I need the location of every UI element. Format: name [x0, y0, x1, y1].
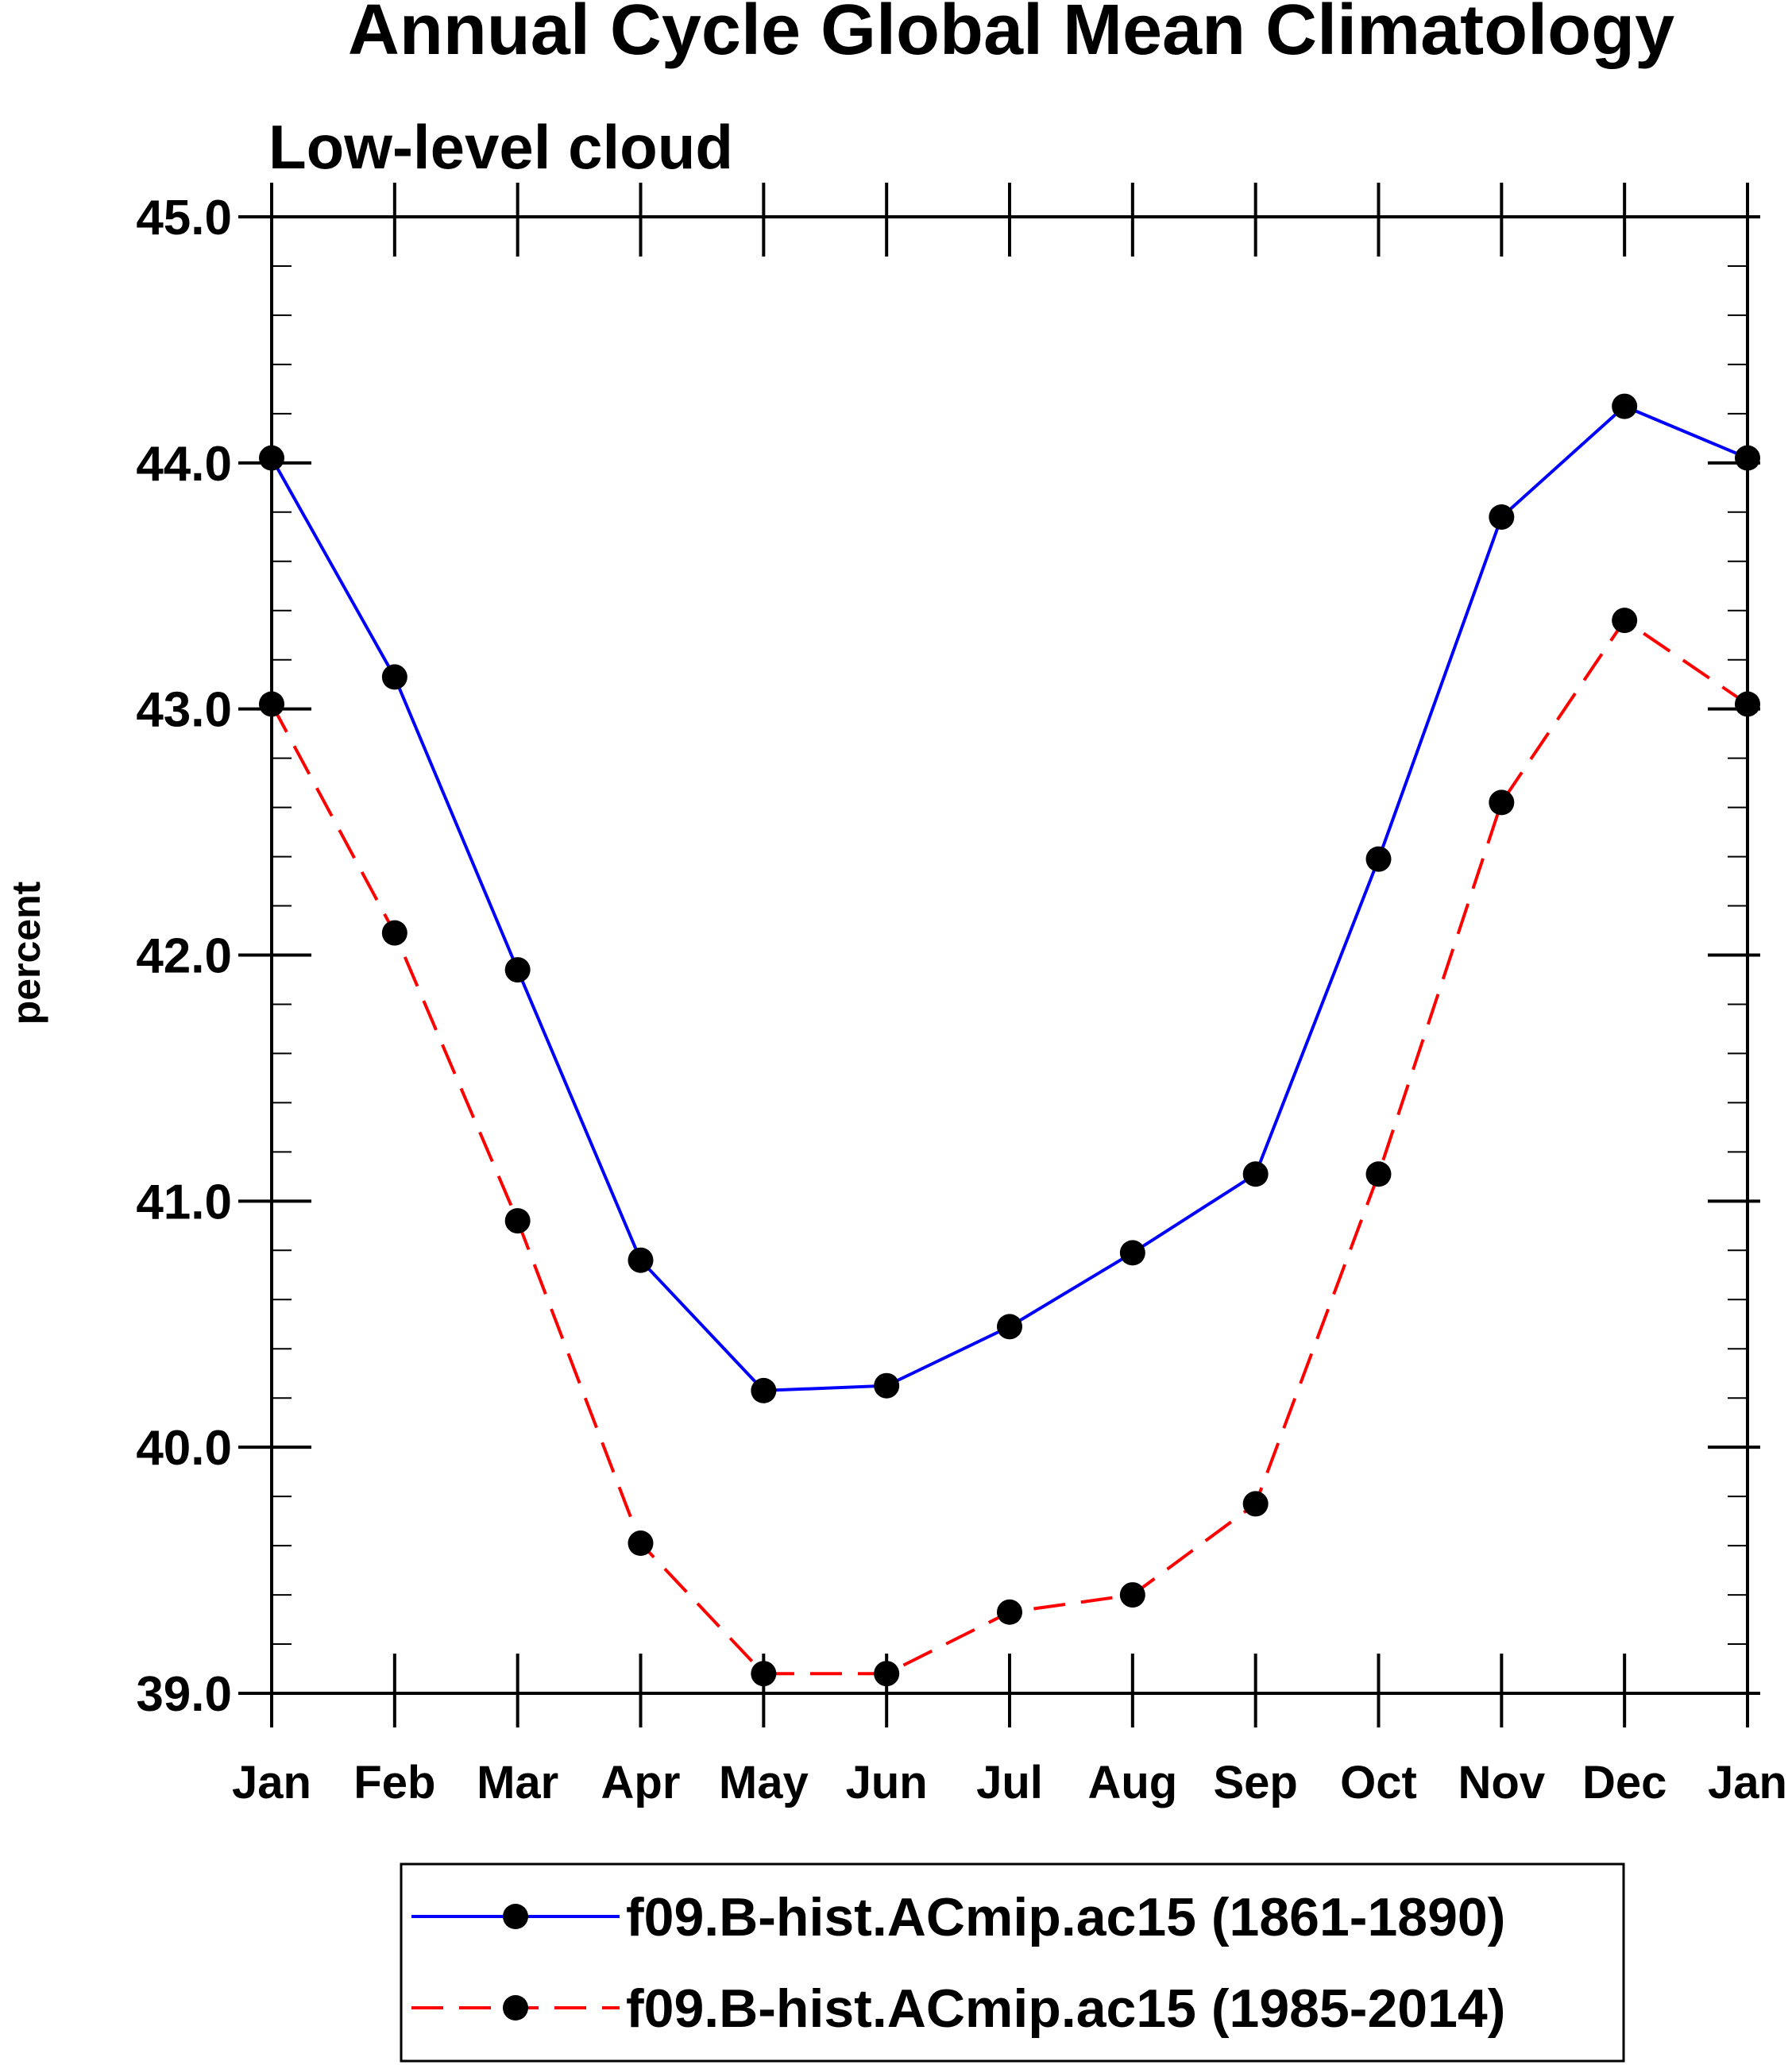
- x-tick-label: Nov: [1458, 1757, 1546, 1808]
- y-tick-label: 45.0: [136, 191, 232, 245]
- data-point-series-2: [997, 1599, 1022, 1625]
- data-point-series-1: [1119, 1240, 1145, 1266]
- data-point-series-1: [1242, 1161, 1269, 1187]
- data-point-series-1: [504, 957, 531, 983]
- x-tick-label: Aug: [1087, 1757, 1177, 1808]
- series-lines: [270, 404, 1749, 1676]
- series-markers: [259, 393, 1760, 1687]
- plot-frame: [270, 215, 1749, 1695]
- x-tick-label: Sep: [1213, 1757, 1297, 1808]
- legend-marker-series-1: [503, 1904, 528, 1929]
- y-tick-label: 44.0: [136, 437, 232, 492]
- y-tick-label: 41.0: [136, 1175, 232, 1229]
- legend-marker-series-2: [503, 1995, 528, 2021]
- data-point-series-2: [1489, 789, 1515, 816]
- y-tick-label: 39.0: [136, 1667, 232, 1722]
- y-tick-labels: 39.0 40.0 41.0 42.0 43.0 44.0 45.0: [136, 191, 232, 1722]
- series-line-2: [270, 618, 1749, 1676]
- series-line-1: [270, 404, 1748, 1392]
- data-point-series-2: [751, 1661, 777, 1687]
- y-tick-label: 43.0: [136, 683, 232, 738]
- x-tick-label: Jul: [976, 1757, 1043, 1808]
- legend: f09.B-hist.ACmip.ac15 (1861-1890) f09.B-…: [400, 1862, 1625, 2063]
- data-point-series-2: [628, 1530, 654, 1557]
- x-tick-labels: Jan Feb Mar Apr May Jun Jul Aug Sep Oct Nov Dec Jan: [232, 1757, 1787, 1808]
- x-tick-label: Oct: [1340, 1757, 1417, 1808]
- major-ticks: [238, 183, 1760, 1727]
- data-point-series-1: [628, 1247, 654, 1273]
- x-tick-label: Feb: [353, 1757, 435, 1808]
- x-tick-label: Jan: [1708, 1757, 1787, 1808]
- legend-box: [400, 1862, 1625, 2063]
- legend-label-series-2: f09.B-hist.ACmip.ac15 (1985-2014): [626, 1978, 1505, 2039]
- data-point-series-1: [1612, 393, 1638, 419]
- data-point-series-2: [1242, 1491, 1269, 1517]
- chart-title: Annual Cycle Global Mean Climatology: [348, 0, 1674, 70]
- y-axis-label: percent: [4, 881, 48, 1025]
- data-point-series-2: [874, 1661, 900, 1687]
- x-tick-label: Jan: [232, 1757, 311, 1808]
- y-tick-label: 40.0: [136, 1421, 232, 1476]
- data-point-series-2: [1119, 1582, 1145, 1608]
- minor-ticks: [272, 216, 1748, 1694]
- x-tick-label: Jun: [846, 1757, 928, 1808]
- x-tick-label: Apr: [601, 1757, 681, 1808]
- data-point-series-2: [1365, 1161, 1392, 1187]
- chart-subtitle: Low-level cloud: [268, 112, 733, 182]
- data-point-series-1: [997, 1314, 1022, 1340]
- data-point-series-1: [751, 1377, 777, 1403]
- legend-label-series-1: f09.B-hist.ACmip.ac15 (1861-1890): [626, 1887, 1505, 1947]
- data-point-series-2: [381, 920, 407, 946]
- data-point-series-2: [504, 1208, 531, 1234]
- data-point-series-2: [1612, 608, 1638, 634]
- x-tick-label: Mar: [477, 1757, 558, 1808]
- y-tick-label: 42.0: [136, 929, 232, 984]
- data-point-series-1: [874, 1372, 900, 1399]
- data-point-series-1: [1365, 846, 1392, 872]
- data-point-series-1: [1489, 504, 1515, 530]
- x-tick-label: Dec: [1582, 1757, 1666, 1808]
- data-point-series-1: [381, 664, 407, 690]
- x-tick-label: May: [719, 1757, 809, 1808]
